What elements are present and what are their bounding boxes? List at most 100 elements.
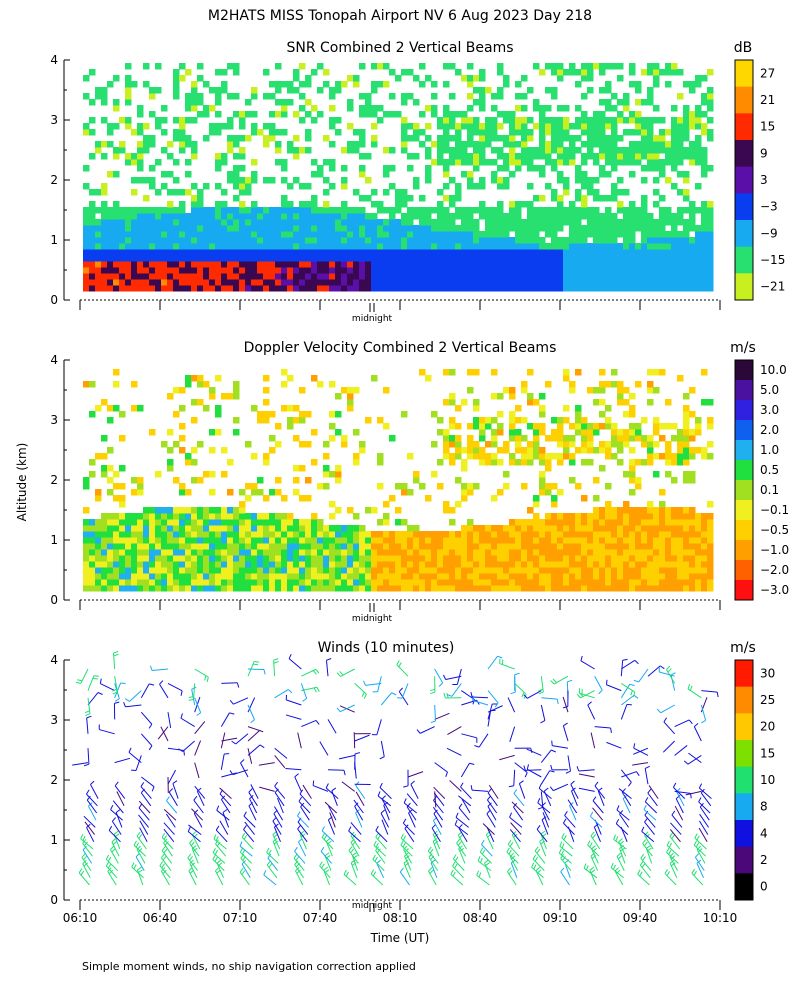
heat-cell bbox=[545, 279, 552, 286]
heat-cell bbox=[221, 87, 228, 94]
colorbar-tick-label: −9 bbox=[760, 226, 778, 240]
heat-cell bbox=[119, 495, 126, 502]
heat-cell bbox=[191, 537, 198, 544]
heat-cell bbox=[551, 483, 558, 490]
heat-cell bbox=[635, 117, 642, 124]
heat-cell bbox=[581, 237, 588, 244]
wind-barb bbox=[294, 850, 306, 864]
colorbar-swatch bbox=[735, 166, 753, 194]
heat-cell bbox=[575, 585, 582, 592]
heat-cell bbox=[335, 579, 342, 586]
heat-cell bbox=[197, 525, 204, 532]
heat-cell bbox=[533, 447, 540, 454]
heat-cell bbox=[311, 555, 318, 562]
wind-barb-feather bbox=[86, 715, 92, 719]
heat-cell bbox=[215, 543, 222, 550]
heat-cell bbox=[473, 273, 480, 280]
wind-barb-feather bbox=[376, 848, 381, 854]
heat-cell bbox=[635, 483, 642, 490]
heat-cell bbox=[581, 573, 588, 580]
heat-cell bbox=[191, 399, 198, 406]
wind-barb-feather bbox=[268, 863, 273, 868]
heat-cell bbox=[587, 513, 594, 520]
heat-cell bbox=[395, 567, 402, 574]
wind-barb bbox=[138, 807, 150, 821]
heat-cell bbox=[263, 531, 270, 538]
heat-cell bbox=[83, 183, 90, 190]
heat-cell bbox=[647, 147, 654, 154]
heat-cell bbox=[539, 411, 546, 418]
heat-cell bbox=[461, 447, 468, 454]
heat-cell bbox=[449, 561, 456, 568]
wind-barb bbox=[274, 785, 286, 799]
colorbar-tick-label: 5.0 bbox=[760, 383, 779, 397]
heat-cell bbox=[377, 201, 384, 208]
wind-barb-feather bbox=[161, 832, 166, 838]
heat-cell bbox=[281, 537, 288, 544]
heat-cell bbox=[197, 249, 204, 256]
heat-cell bbox=[149, 219, 156, 226]
heat-cell bbox=[269, 111, 276, 118]
heat-cell bbox=[221, 285, 228, 292]
heat-cell bbox=[647, 213, 654, 220]
heat-cell bbox=[515, 531, 522, 538]
heat-cell bbox=[533, 249, 540, 256]
heat-cell bbox=[707, 219, 714, 226]
heat-cell bbox=[197, 273, 204, 280]
heat-cell bbox=[119, 225, 126, 232]
heat-cell bbox=[323, 261, 330, 268]
heat-cell bbox=[575, 567, 582, 574]
heat-cell bbox=[239, 153, 246, 160]
heat-cell bbox=[491, 543, 498, 550]
heat-cell bbox=[533, 273, 540, 280]
heat-cell bbox=[593, 555, 600, 562]
heat-cell bbox=[437, 567, 444, 574]
heat-cell bbox=[413, 267, 420, 274]
heat-cell bbox=[239, 225, 246, 232]
heat-cell bbox=[581, 243, 588, 250]
heat-cell bbox=[107, 207, 114, 214]
heat-cell bbox=[623, 579, 630, 586]
heat-cell bbox=[437, 249, 444, 256]
heat-cell bbox=[203, 213, 210, 220]
heat-cell bbox=[413, 261, 420, 268]
heat-cell bbox=[629, 423, 636, 430]
heat-cell bbox=[299, 147, 306, 154]
heat-cell bbox=[143, 567, 150, 574]
heat-cell bbox=[707, 561, 714, 568]
heat-cell bbox=[473, 141, 480, 148]
heat-cell bbox=[647, 69, 654, 76]
heat-cell bbox=[293, 147, 300, 154]
heat-cell bbox=[431, 285, 438, 292]
wind-barb-feather bbox=[400, 840, 404, 846]
heat-cell bbox=[443, 213, 450, 220]
heat-cell bbox=[299, 201, 306, 208]
heat-cell bbox=[89, 213, 96, 220]
heat-cell bbox=[203, 585, 210, 592]
heat-cell bbox=[113, 513, 120, 520]
heat-cell bbox=[233, 543, 240, 550]
heat-cell bbox=[215, 249, 222, 256]
wind-barb bbox=[87, 748, 90, 765]
heat-cell bbox=[299, 105, 306, 112]
heat-cell bbox=[401, 99, 408, 106]
heat-cell bbox=[575, 417, 582, 424]
heat-cell bbox=[665, 519, 672, 526]
wind-barb-feather bbox=[361, 692, 365, 697]
heat-cell bbox=[491, 435, 498, 442]
heat-cell bbox=[485, 249, 492, 256]
heat-cell bbox=[635, 549, 642, 556]
heat-cell bbox=[299, 225, 306, 232]
heat-cell bbox=[575, 519, 582, 526]
heat-cell bbox=[497, 255, 504, 262]
heat-cell bbox=[599, 129, 606, 136]
heat-cell bbox=[227, 561, 234, 568]
heat-cell bbox=[695, 105, 702, 112]
heat-cell bbox=[383, 63, 390, 70]
heat-cell bbox=[215, 573, 222, 580]
heat-cell bbox=[527, 369, 534, 376]
heat-cell bbox=[617, 579, 624, 586]
heat-cell bbox=[503, 555, 510, 562]
heat-cell bbox=[119, 117, 126, 124]
heat-cell bbox=[371, 285, 378, 292]
